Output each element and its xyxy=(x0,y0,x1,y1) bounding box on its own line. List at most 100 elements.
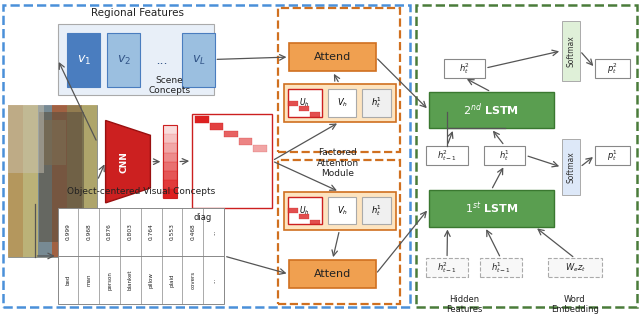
FancyBboxPatch shape xyxy=(310,112,321,117)
Text: $2^{nd}$ LSTM: $2^{nd}$ LSTM xyxy=(463,102,519,119)
FancyBboxPatch shape xyxy=(182,33,215,87)
Text: Word
Embedding: Word Embedding xyxy=(551,294,598,314)
FancyBboxPatch shape xyxy=(253,145,267,152)
FancyBboxPatch shape xyxy=(22,105,38,257)
FancyBboxPatch shape xyxy=(362,89,391,117)
Text: Attend: Attend xyxy=(314,269,351,279)
Text: Factored
Attention
Module: Factored Attention Module xyxy=(317,148,359,178)
FancyBboxPatch shape xyxy=(163,125,177,134)
FancyBboxPatch shape xyxy=(210,124,223,130)
FancyBboxPatch shape xyxy=(239,138,252,145)
FancyBboxPatch shape xyxy=(310,219,321,224)
FancyBboxPatch shape xyxy=(328,89,356,117)
Text: Object-centered Visual Concepts: Object-centered Visual Concepts xyxy=(67,187,215,196)
Text: diag: diag xyxy=(193,213,212,222)
FancyBboxPatch shape xyxy=(484,146,525,165)
FancyBboxPatch shape xyxy=(163,143,177,152)
FancyBboxPatch shape xyxy=(288,208,298,213)
FancyBboxPatch shape xyxy=(562,139,580,195)
FancyBboxPatch shape xyxy=(38,105,52,257)
FancyBboxPatch shape xyxy=(288,100,298,106)
FancyBboxPatch shape xyxy=(284,84,396,122)
Text: ...: ... xyxy=(211,277,216,283)
FancyBboxPatch shape xyxy=(289,43,376,71)
FancyBboxPatch shape xyxy=(429,92,554,128)
Text: pillow: pillow xyxy=(148,272,154,288)
FancyBboxPatch shape xyxy=(8,105,44,173)
Text: $\mathit{v}_L$: $\mathit{v}_L$ xyxy=(191,54,205,67)
Text: $h^2_{t-1}$: $h^2_{t-1}$ xyxy=(437,148,457,163)
FancyBboxPatch shape xyxy=(288,197,322,224)
Text: $W_e z_t$: $W_e z_t$ xyxy=(564,262,586,274)
Text: $U_h$: $U_h$ xyxy=(300,97,310,109)
Text: man: man xyxy=(86,274,92,286)
FancyBboxPatch shape xyxy=(426,146,468,165)
Text: $\mathit{v}_2$: $\mathit{v}_2$ xyxy=(116,54,131,67)
Text: $V_h$: $V_h$ xyxy=(337,204,348,217)
FancyBboxPatch shape xyxy=(284,192,396,230)
Text: CNN: CNN xyxy=(120,151,129,173)
Text: 0.468: 0.468 xyxy=(190,223,195,240)
Text: covers: covers xyxy=(190,271,195,289)
FancyBboxPatch shape xyxy=(192,114,272,208)
Text: $h^1_{t-1}$: $h^1_{t-1}$ xyxy=(491,260,511,275)
FancyBboxPatch shape xyxy=(39,112,84,242)
FancyBboxPatch shape xyxy=(163,162,177,171)
Text: 0.876: 0.876 xyxy=(107,223,112,240)
FancyBboxPatch shape xyxy=(58,24,214,95)
Text: ...: ... xyxy=(157,54,168,67)
FancyBboxPatch shape xyxy=(163,189,177,198)
Text: $V_h$: $V_h$ xyxy=(337,97,348,109)
FancyBboxPatch shape xyxy=(444,59,485,78)
Text: $p^2_t$: $p^2_t$ xyxy=(607,61,618,76)
FancyBboxPatch shape xyxy=(8,105,22,257)
FancyBboxPatch shape xyxy=(67,105,83,257)
Text: $1^{st}$ LSTM: $1^{st}$ LSTM xyxy=(465,201,518,216)
Text: 0.764: 0.764 xyxy=(148,223,154,240)
Text: person: person xyxy=(107,271,112,290)
Text: 0.803: 0.803 xyxy=(128,223,133,240)
Text: Softmax: Softmax xyxy=(566,35,575,67)
Text: 0.553: 0.553 xyxy=(170,223,175,240)
FancyBboxPatch shape xyxy=(58,208,224,304)
FancyBboxPatch shape xyxy=(224,131,237,137)
FancyBboxPatch shape xyxy=(8,105,97,257)
FancyBboxPatch shape xyxy=(595,59,630,78)
FancyBboxPatch shape xyxy=(562,21,580,81)
Text: Hidden
Features: Hidden Features xyxy=(447,294,483,314)
Text: Scene
Concepts: Scene Concepts xyxy=(148,76,191,95)
Text: $h^1_t$: $h^1_t$ xyxy=(499,148,510,163)
Text: ...: ... xyxy=(211,229,216,235)
Text: bed: bed xyxy=(65,275,70,285)
Text: plaid: plaid xyxy=(170,273,175,287)
FancyBboxPatch shape xyxy=(83,105,97,257)
Text: Attend: Attend xyxy=(314,52,351,62)
Text: $h^1_t$: $h^1_t$ xyxy=(371,203,382,218)
FancyBboxPatch shape xyxy=(67,33,100,87)
Text: $U_h$: $U_h$ xyxy=(300,204,310,217)
Text: $h^2_t$: $h^2_t$ xyxy=(459,61,470,76)
FancyBboxPatch shape xyxy=(163,171,177,180)
Text: $p^1_t$: $p^1_t$ xyxy=(607,148,618,163)
FancyBboxPatch shape xyxy=(300,214,309,219)
FancyBboxPatch shape xyxy=(328,197,356,224)
FancyBboxPatch shape xyxy=(595,146,630,165)
Text: Regional Features: Regional Features xyxy=(91,8,184,18)
FancyBboxPatch shape xyxy=(163,180,177,189)
Text: 0.999: 0.999 xyxy=(65,223,70,240)
FancyBboxPatch shape xyxy=(362,197,391,224)
FancyBboxPatch shape xyxy=(429,190,554,227)
FancyBboxPatch shape xyxy=(44,120,66,165)
FancyBboxPatch shape xyxy=(107,33,140,87)
FancyBboxPatch shape xyxy=(288,89,322,117)
Polygon shape xyxy=(106,120,150,203)
FancyBboxPatch shape xyxy=(163,134,177,143)
FancyBboxPatch shape xyxy=(480,258,522,277)
FancyBboxPatch shape xyxy=(548,258,602,277)
FancyBboxPatch shape xyxy=(289,260,376,288)
Text: $h^1_t$: $h^1_t$ xyxy=(371,95,382,111)
FancyBboxPatch shape xyxy=(195,116,209,123)
Text: Softmax: Softmax xyxy=(566,151,575,183)
Text: $h^2_{t-1}$: $h^2_{t-1}$ xyxy=(437,260,457,275)
FancyBboxPatch shape xyxy=(52,105,67,257)
